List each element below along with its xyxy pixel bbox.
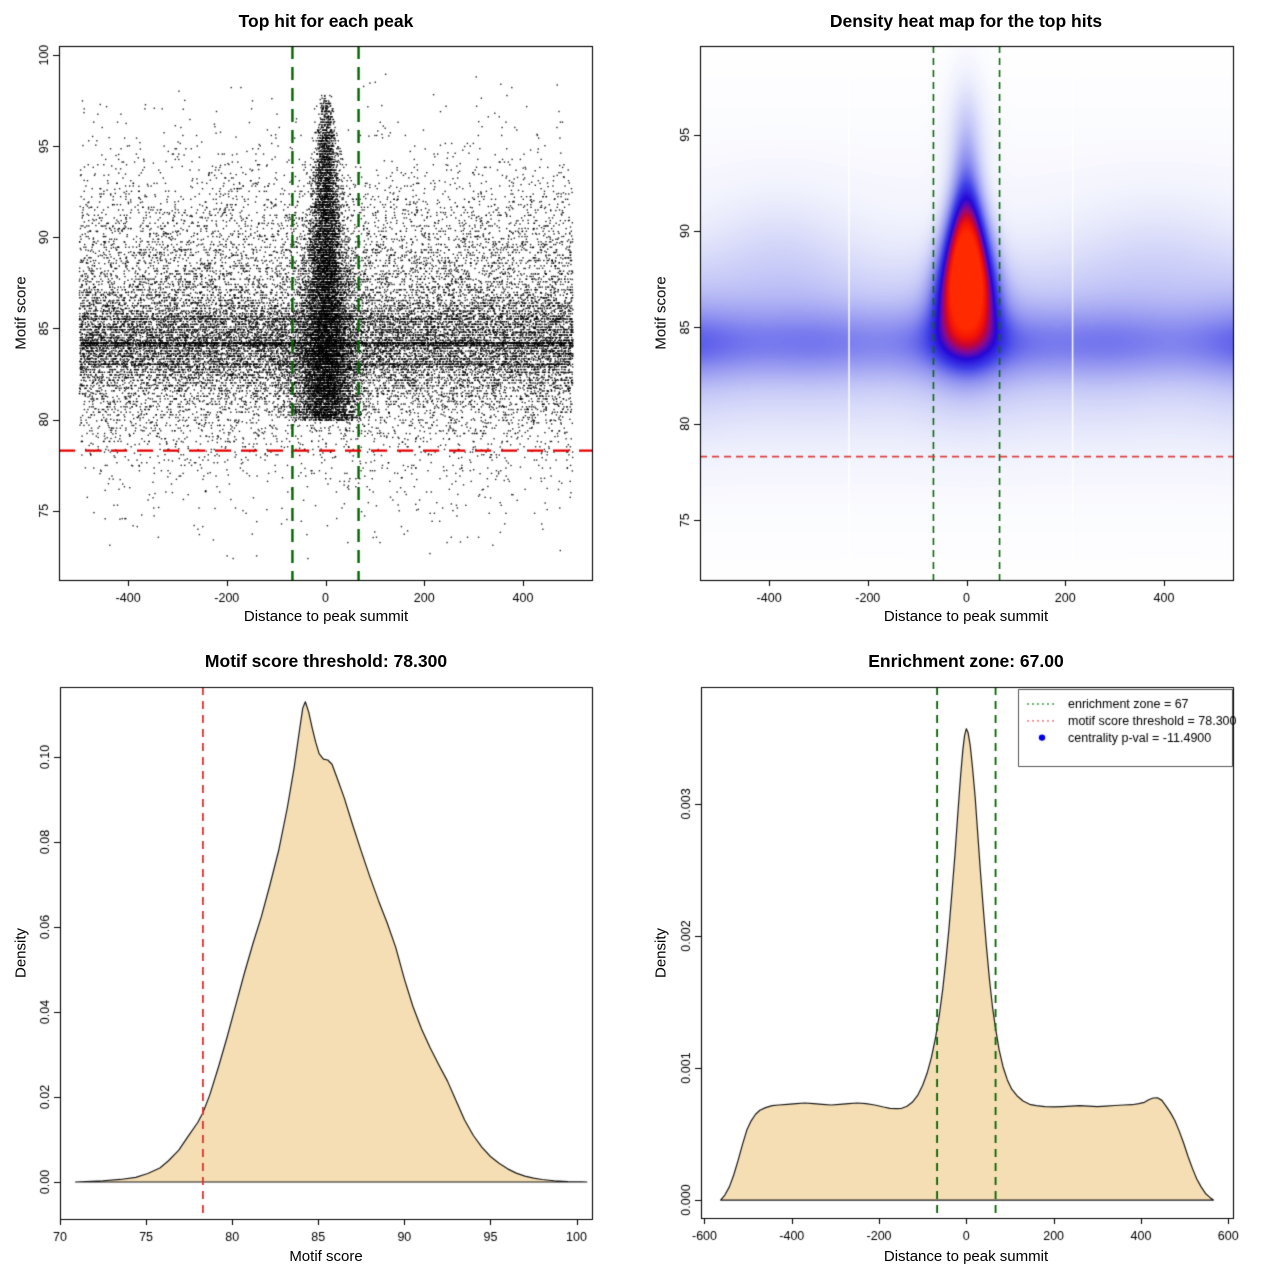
panel-top-hits-scatter: Top hit for each peak Distance to peak s… [0, 0, 640, 640]
scatter-canvas [0, 0, 640, 640]
heatmap-canvas [640, 0, 1280, 640]
y-axis-label: Motif score [12, 276, 30, 350]
panel-title: Motif score threshold: 78.300 [204, 651, 448, 671]
y-axis-label: Density [652, 927, 670, 979]
panel-density-heatmap: Density heat map for the top hits Distan… [640, 0, 1280, 640]
panel-distance-density: Enrichment zone: 67.00 Distance to peak … [640, 640, 1280, 1280]
x-axis-label: Distance to peak summit [243, 608, 409, 625]
x-axis-label: Distance to peak summit [883, 608, 1049, 625]
y-axis-label: Motif score [652, 276, 670, 350]
motif-density-canvas [0, 640, 640, 1280]
distance-density-canvas [640, 640, 1280, 1280]
x-axis-label: Motif score [289, 1248, 363, 1265]
panel-title: Top hit for each peak [238, 11, 414, 31]
panel-motif-score-density: Motif score threshold: 78.300 Motif scor… [0, 640, 640, 1280]
y-axis-label: Density [12, 927, 30, 979]
x-axis-label: Distance to peak summit [883, 1248, 1049, 1265]
panel-title: Enrichment zone: 67.00 [868, 651, 1064, 671]
panel-title: Density heat map for the top hits [829, 11, 1103, 31]
